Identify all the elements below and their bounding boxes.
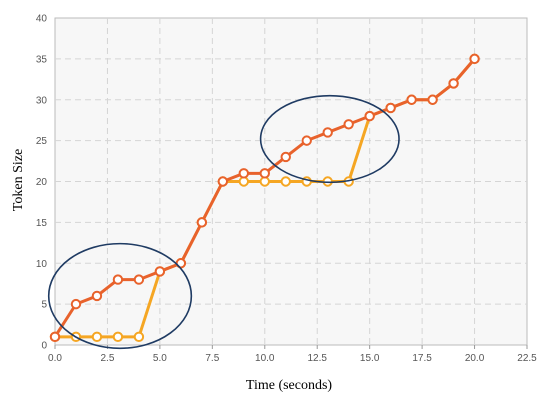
series-2-point [280, 176, 291, 187]
series-1-point [196, 217, 208, 228]
series-1-point [427, 94, 438, 105]
series-1-point [364, 110, 375, 122]
x-tick-label: 0.0 [48, 353, 62, 364]
annotation-ellipse-2 [259, 94, 400, 184]
series-1-point [217, 176, 229, 187]
y-axis-label: Token Size [11, 149, 26, 211]
series-2-point [112, 331, 124, 343]
x-axis-label: Time (seconds) [246, 378, 333, 393]
annotation-ellipses [47, 94, 400, 350]
series-2-point [91, 331, 103, 343]
x-tick-label: 20.0 [465, 353, 485, 364]
series-1-point [259, 168, 270, 179]
series-1-point [280, 151, 291, 163]
y-tick-label: 0 [41, 341, 47, 352]
series-1-point [301, 135, 312, 146]
y-tick-label: 10 [36, 259, 48, 270]
series-1-point [343, 119, 354, 130]
series-1-point [469, 53, 480, 65]
x-tick-label: 7.5 [205, 353, 219, 364]
series-2-point [133, 331, 145, 343]
series-1-point [70, 298, 82, 310]
series-2-point [259, 176, 270, 187]
x-tick-label: 10.0 [255, 353, 275, 364]
x-tick-labels: 0.0 2.5 5.0 7.5 10.0 12.5 15.0 17.5 20.0 22.5 [48, 345, 537, 364]
annotation-ellipse-1 [47, 242, 193, 350]
series-1-point [154, 266, 166, 277]
series-1-point [133, 274, 145, 285]
y-tick-label: 35 [36, 54, 48, 65]
y-tick-label: 15 [36, 218, 48, 229]
y-tick-label: 5 [41, 300, 47, 311]
y-tick-label: 30 [36, 95, 48, 106]
series-1-point [322, 127, 333, 138]
series-2-point [238, 176, 250, 187]
x-tick-label: 22.5 [517, 353, 537, 364]
y-tick-labels: 0 5 10 15 20 25 30 35 40 [36, 14, 48, 352]
series-1-point [385, 102, 396, 114]
x-tick-label: 2.5 [100, 353, 114, 364]
series-1-point [448, 78, 459, 89]
y-tick-label: 20 [36, 177, 48, 188]
y-tick-label: 40 [36, 14, 48, 25]
x-tick-label: 17.5 [412, 353, 432, 364]
x-tick-label: 12.5 [307, 353, 327, 364]
series-1-point [238, 168, 250, 179]
x-tick-label: 5.0 [153, 353, 167, 364]
y-tick-label: 25 [36, 136, 48, 147]
x-tick-label: 15.0 [360, 353, 380, 364]
series-1-point [91, 290, 103, 302]
grid-lines [55, 18, 527, 345]
series-1-point [112, 274, 124, 285]
series-1-point [49, 331, 61, 343]
series-1-point [406, 94, 417, 105]
